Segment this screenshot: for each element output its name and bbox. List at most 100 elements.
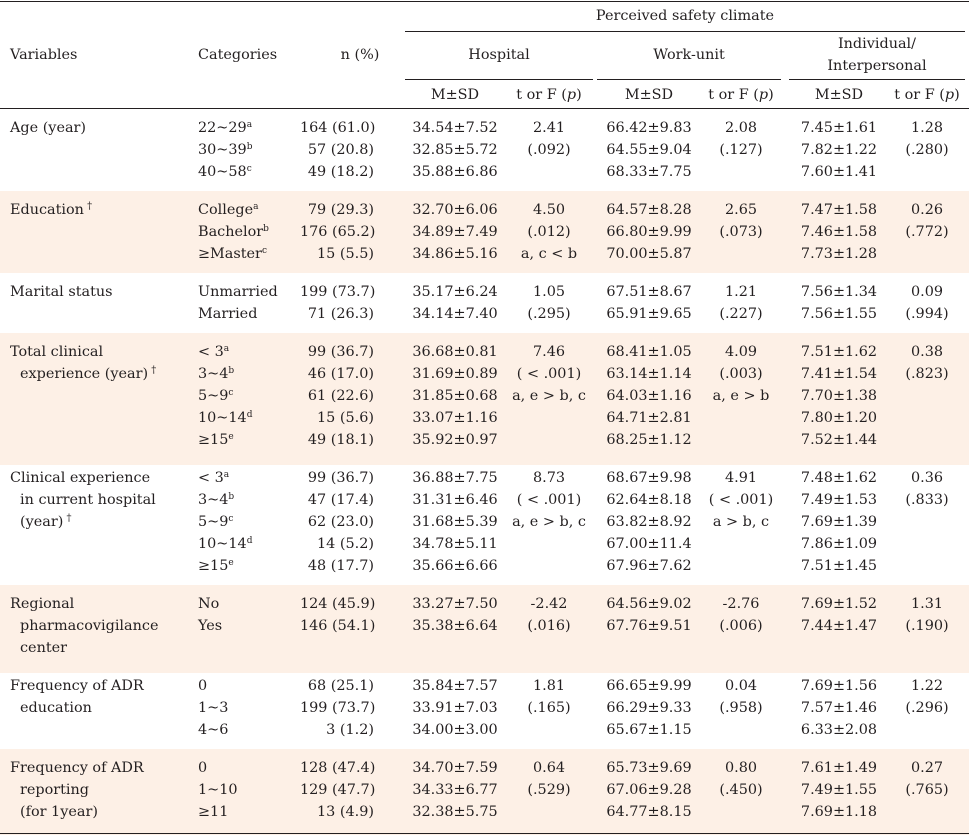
individual-mean-sd: 7.46±1.58 <box>800 224 878 240</box>
work-unit-test-stat: a > b, c <box>712 514 770 530</box>
header-t-or-f: t or F (p) <box>894 87 960 103</box>
hospital-test-stat: 0.64 <box>532 760 566 776</box>
n-percent-value: 3 (1.2) <box>326 722 374 738</box>
hospital-mean-sd: 31.69±0.89 <box>412 366 498 382</box>
header-interpersonal: Interpersonal <box>827 58 927 74</box>
individual-mean-sd: 7.41±1.54 <box>800 366 878 382</box>
individual-mean-sd: 7.56±1.34 <box>800 284 878 300</box>
hospital-test-stat: (.016) <box>527 618 571 634</box>
individual-mean-sd: 7.69±1.39 <box>800 514 878 530</box>
header-t-or-f: t or F (p) <box>516 87 582 103</box>
work-unit-mean-sd: 68.41±1.05 <box>606 344 692 360</box>
hospital-mean-sd: 34.54±7.52 <box>412 120 498 136</box>
individual-mean-sd: 7.82±1.22 <box>800 142 878 158</box>
variable-name: Regional <box>10 596 75 612</box>
n-percent-value: 99 (36.7) <box>307 470 374 486</box>
category-label: ≥11 <box>198 804 229 820</box>
work-unit-mean-sd: 66.65±9.99 <box>606 678 692 694</box>
category-label: Bachelorb <box>198 224 269 240</box>
work-unit-mean-sd: 64.71±2.81 <box>606 410 692 426</box>
header-rule-individual <box>789 79 965 80</box>
individual-test-stat: 0.38 <box>910 344 944 360</box>
individual-mean-sd: 7.52±1.44 <box>800 432 878 448</box>
category-label: No <box>198 596 220 612</box>
superscript-letter: a <box>253 202 259 212</box>
superscript-letter: e <box>228 432 234 442</box>
work-unit-mean-sd: 66.42±9.83 <box>606 120 692 136</box>
n-percent-value: 68 (25.1) <box>307 678 374 694</box>
p-symbol: p <box>758 87 769 103</box>
hospital-mean-sd: 31.31±6.46 <box>412 492 498 508</box>
variable-name: reporting <box>20 782 90 798</box>
hospital-test-stat: (.092) <box>527 142 571 158</box>
category-label: 0 <box>198 678 208 694</box>
individual-test-stat: 1.28 <box>910 120 944 136</box>
category-label: < 3a <box>198 470 230 486</box>
hospital-test-stat: a, e > b, c <box>512 388 586 404</box>
shaded-band-education <box>0 191 969 273</box>
hospital-mean-sd: 35.38±6.64 <box>412 618 498 634</box>
individual-test-stat: (.833) <box>905 492 949 508</box>
individual-test-stat: (.765) <box>905 782 949 798</box>
individual-mean-sd: 7.69±1.18 <box>800 804 878 820</box>
work-unit-test-stat: 4.09 <box>724 344 758 360</box>
hospital-mean-sd: 34.86±5.16 <box>412 246 498 262</box>
work-unit-test-stat: a, e > b <box>712 388 770 404</box>
work-unit-test-stat: (.127) <box>719 142 763 158</box>
variable-name: in current hospital <box>20 492 156 508</box>
hospital-mean-sd: 34.00±3.00 <box>412 722 498 738</box>
header-m-sd: M±SD <box>430 87 480 103</box>
individual-test-stat: 0.36 <box>910 470 944 486</box>
hospital-test-stat: (.012) <box>527 224 571 240</box>
work-unit-mean-sd: 67.96±7.62 <box>606 558 692 574</box>
top-rule <box>0 1 969 2</box>
individual-test-stat: (.994) <box>905 306 949 322</box>
shaded-band-regional-pharmacovigilance-center <box>0 585 969 673</box>
work-unit-test-stat: 2.65 <box>724 202 758 218</box>
variable-name: Clinical experience <box>10 470 151 486</box>
category-label: 1~3 <box>198 700 229 716</box>
hospital-mean-sd: 33.91±7.03 <box>412 700 498 716</box>
individual-test-stat: 0.27 <box>910 760 944 776</box>
header-n-percent: n (%) <box>340 47 380 63</box>
work-unit-mean-sd: 65.73±9.69 <box>606 760 692 776</box>
work-unit-mean-sd: 64.03±1.16 <box>606 388 692 404</box>
category-label: 10~14d <box>198 410 253 426</box>
category-label: 22~29a <box>198 120 253 136</box>
individual-mean-sd: 7.47±1.58 <box>800 202 878 218</box>
n-percent-value: 13 (4.9) <box>316 804 374 820</box>
shaded-band-frequency-adr-reporting <box>0 749 969 835</box>
p-symbol: p <box>944 87 955 103</box>
variable-name: center <box>20 640 68 656</box>
hospital-test-stat: (.295) <box>527 306 571 322</box>
variable-name: Marital status <box>10 284 113 300</box>
dagger-mark: † <box>63 513 72 524</box>
individual-mean-sd: 7.49±1.55 <box>800 782 878 798</box>
hospital-mean-sd: 35.66±6.66 <box>412 558 498 574</box>
superscript-letter: e <box>228 558 234 568</box>
hospital-test-stat: 4.50 <box>532 202 566 218</box>
hospital-mean-sd: 34.14±7.40 <box>412 306 498 322</box>
header-hospital: Hospital <box>468 47 530 63</box>
superscript-letter: b <box>246 142 253 152</box>
variable-name: Total clinical <box>10 344 104 360</box>
hospital-mean-sd: 32.70±6.06 <box>412 202 498 218</box>
work-unit-test-stat: (.227) <box>719 306 763 322</box>
n-percent-value: 199 (73.7) <box>300 700 376 716</box>
n-percent-value: 62 (23.0) <box>307 514 374 530</box>
work-unit-mean-sd: 68.25±1.12 <box>606 432 692 448</box>
superscript-letter: a <box>246 120 253 130</box>
hospital-test-stat: (.165) <box>527 700 571 716</box>
n-percent-value: 15 (5.6) <box>316 410 374 426</box>
n-percent-value: 61 (22.6) <box>307 388 374 404</box>
n-percent-value: 49 (18.1) <box>307 432 374 448</box>
p-symbol: p <box>566 87 577 103</box>
header-individual: Individual/ <box>837 36 916 52</box>
hospital-mean-sd: 35.88±6.86 <box>412 164 498 180</box>
variable-name: Frequency of ADR <box>10 678 144 694</box>
hospital-test-stat: ( < .001) <box>516 366 582 382</box>
work-unit-mean-sd: 68.67±9.98 <box>606 470 692 486</box>
variable-name: education <box>20 700 92 716</box>
superscript-letter: d <box>246 410 253 420</box>
